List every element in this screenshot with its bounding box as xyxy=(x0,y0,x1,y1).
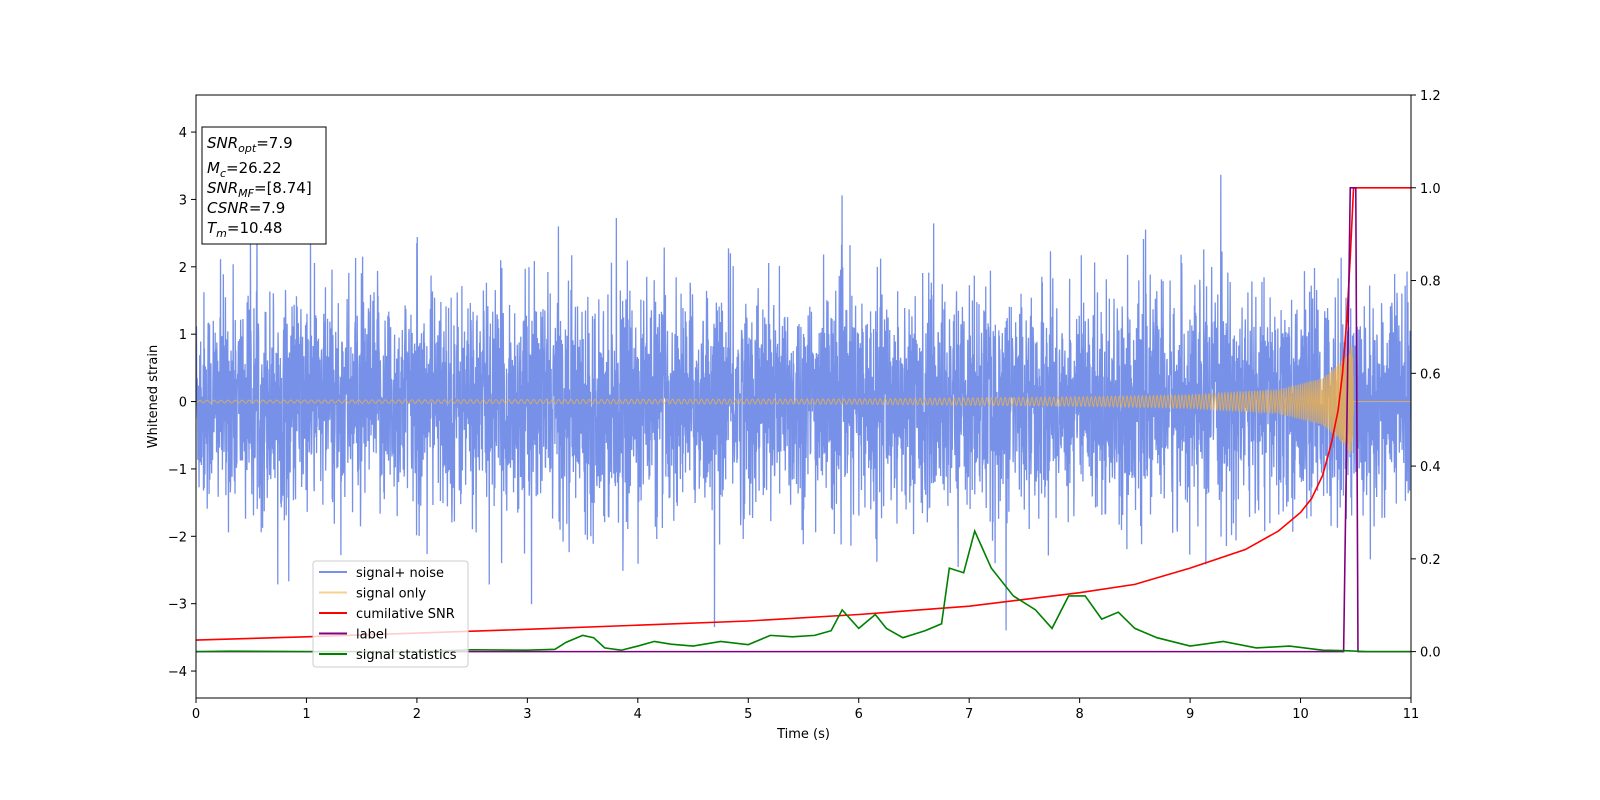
legend-entry-label: signal statistics xyxy=(356,648,457,663)
y2-tick-label: 0.4 xyxy=(1420,460,1441,475)
series-line-cumilative-snr xyxy=(196,186,1411,641)
y2-tick-label: 0.0 xyxy=(1420,646,1441,661)
y-tick-label: 1 xyxy=(179,328,187,343)
legend-entry-label: cumilative SNR xyxy=(356,607,455,622)
x-tick-label: 8 xyxy=(1075,707,1083,722)
y2-tick-label: 0.6 xyxy=(1420,367,1441,382)
y2-tick-label: 0.2 xyxy=(1420,553,1441,568)
y2-tick-label: 1.0 xyxy=(1420,182,1441,197)
y-tick-label: 2 xyxy=(179,261,187,276)
y-tick-label: 0 xyxy=(179,396,187,411)
annotation-line: CSNR=7.9 xyxy=(207,199,285,217)
y-tick-label: −4 xyxy=(168,665,187,680)
axis-ticks: 0 1 2 3 4 5 6 7 8 9 10 11 −4 −3 −2 −1 0 1 2 3 4 0.0 0.2 0.4 0.6 0… xyxy=(168,89,1441,722)
legend-entry-label: signal+ noise xyxy=(356,566,444,581)
series-line-signal-only xyxy=(196,344,1411,455)
legend: signal+ noise signal only cumilative SNR la… xyxy=(312,560,469,668)
x-tick-label: 1 xyxy=(302,707,310,722)
y-tick-label: 3 xyxy=(179,193,187,208)
x-tick-label: 6 xyxy=(855,707,863,722)
annotation-line: Mc=26.22 xyxy=(207,159,282,180)
annotation-frame xyxy=(201,126,327,245)
y-tick-label: 4 xyxy=(179,126,187,141)
x-tick-label: 11 xyxy=(1403,707,1420,722)
plot-frame xyxy=(195,94,1412,699)
y-tick-label: −2 xyxy=(168,530,187,545)
x-tick-label: 4 xyxy=(634,707,642,722)
x-axis-label: Time (s) xyxy=(776,727,830,742)
x-tick-label: 2 xyxy=(413,707,421,722)
series-line-signal-statistics xyxy=(196,528,1411,653)
x-tick-label: 9 xyxy=(1186,707,1194,722)
x-tick-label: 5 xyxy=(744,707,752,722)
legend-entry-label: signal only xyxy=(356,587,426,602)
x-tick-label: 0 xyxy=(192,707,200,722)
x-tick-label: 10 xyxy=(1292,707,1309,722)
series-line-signal-noise xyxy=(196,174,1411,631)
y-tick-label: −1 xyxy=(168,463,187,478)
x-tick-label: 7 xyxy=(965,707,973,722)
x-tick-label: 3 xyxy=(523,707,531,722)
y-tick-label: −3 xyxy=(168,598,187,613)
annotation-line: SNRMF=[8.74] xyxy=(207,179,312,200)
annotation-line: Tm=10.48 xyxy=(207,219,282,240)
legend-entry-label: label xyxy=(356,628,387,643)
y-axis-label: Whitened strain xyxy=(146,345,161,448)
plot-series xyxy=(196,174,1411,653)
y2-tick-label: 0.8 xyxy=(1420,275,1441,290)
y2-tick-label: 1.2 xyxy=(1420,89,1441,104)
legend-frame xyxy=(312,560,469,668)
annotation-line: SNRopt=7.9 xyxy=(207,134,293,155)
